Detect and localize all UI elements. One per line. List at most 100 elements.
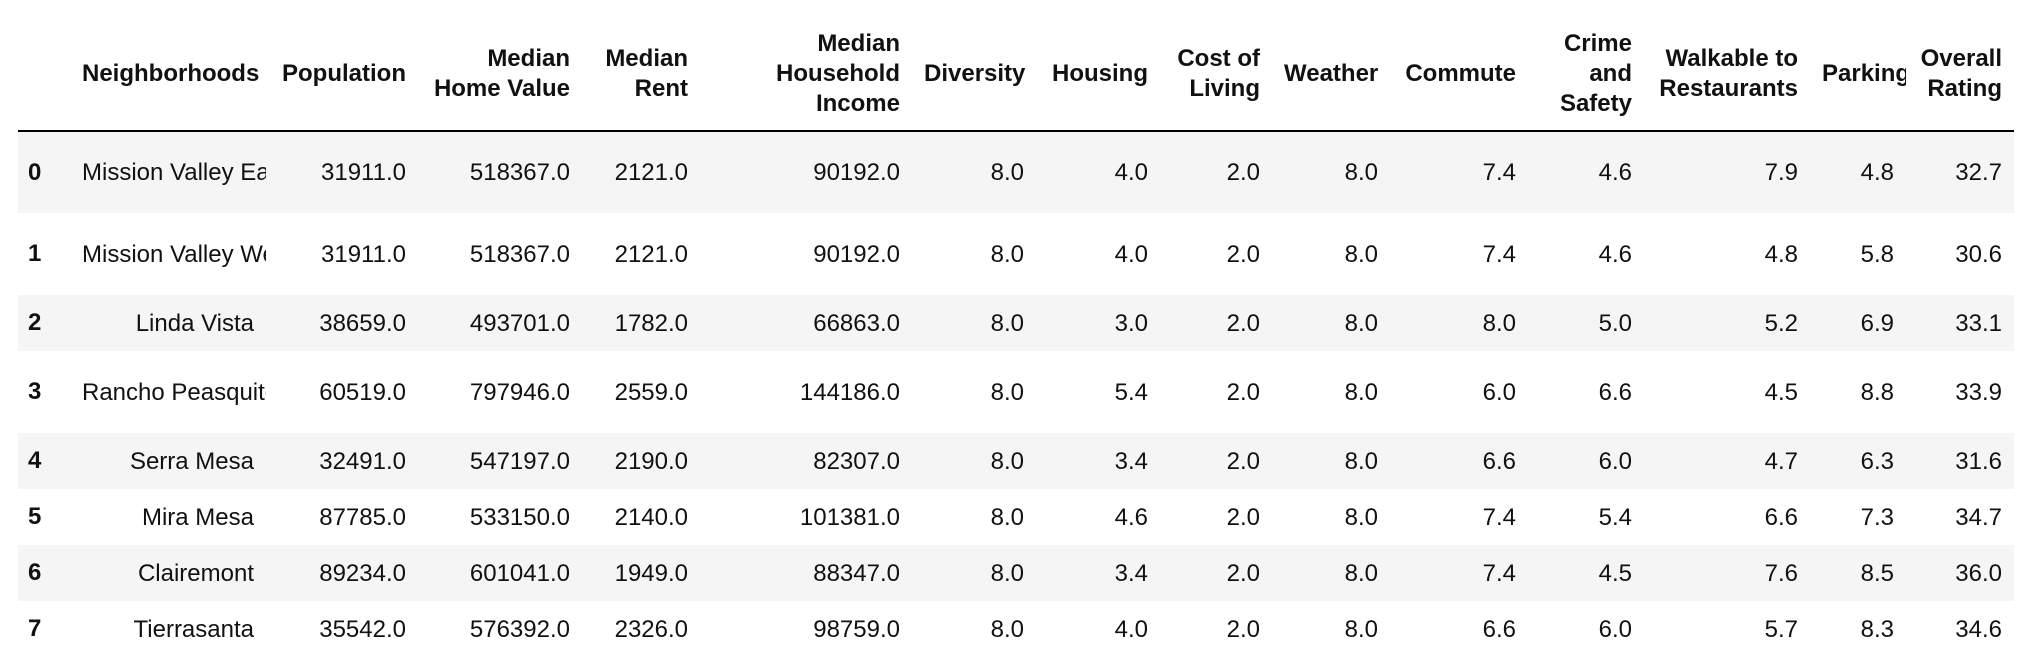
cell-cost-of-living: 2.0	[1226, 615, 1260, 643]
cell-neighborhood: Tierrasanta	[133, 615, 255, 643]
cell-overall-rating: 32.7	[1955, 159, 2002, 186]
cell-overall-rating: 34.7	[1955, 503, 2002, 531]
cell-median-home-value: 601041.0	[469, 559, 570, 587]
column-header-label: Population	[282, 60, 406, 87]
column-header-label: Weather	[1284, 60, 1379, 87]
cell-walkable-to-restaurants: 5.7	[1764, 615, 1798, 643]
cell-overall-rating: 33.9	[1955, 378, 2002, 406]
cell-neighborhood: Clairemont	[137, 559, 254, 587]
cell-walkable-to-restaurants: 7.9	[1764, 159, 1798, 186]
cell-crime-and-safety: 6.0	[1598, 615, 1632, 643]
table-row: 4 Serra Mesa 32491.0 547197.0 2190.0 82307.0 8…	[18, 433, 2014, 489]
cell-median-household-income: 101381.0	[799, 503, 900, 531]
cell-overall-rating: 31.6	[1955, 447, 2002, 475]
cell-median-household-income: 144186.0	[799, 378, 900, 406]
cell-housing: 5.4	[1114, 378, 1148, 406]
row-index: 7	[28, 615, 42, 642]
cell-parking: 8.5	[1860, 559, 1894, 587]
cell-cost-of-living: 2.0	[1226, 240, 1260, 268]
column-header: Neighborhoods	[70, 18, 266, 132]
cell-weather: 8.0	[1344, 447, 1378, 475]
index-column-header	[18, 18, 70, 132]
cell-weather: 8.0	[1344, 615, 1378, 643]
cell-cost-of-living: 2.0	[1226, 447, 1260, 475]
cell-median-household-income: 82307.0	[813, 447, 900, 475]
cell-neighborhood: Mira Mesa	[141, 503, 254, 531]
table-row: 6 Clairemont 89234.0 601041.0 1949.0 88347.0 8…	[18, 545, 2014, 601]
cell-diversity: 8.0	[990, 447, 1024, 475]
cell-parking: 6.3	[1860, 447, 1894, 475]
cell-weather: 8.0	[1344, 240, 1378, 268]
column-header: Parking	[1810, 18, 1906, 132]
column-header-label: Median Household Income	[776, 30, 900, 117]
cell-median-household-income: 90192.0	[813, 159, 900, 186]
dataframe-table: Neighborhoods Population Median Home Value…	[18, 18, 2014, 657]
cell-median-rent: 2121.0	[614, 240, 688, 268]
cell-median-household-income: 98759.0	[813, 615, 900, 643]
row-index: 4	[28, 447, 42, 474]
cell-median-home-value: 518367.0	[469, 159, 570, 186]
column-header-label: Median Rent	[605, 45, 688, 102]
cell-cost-of-living: 2.0	[1226, 378, 1260, 406]
cell-weather: 8.0	[1344, 503, 1378, 531]
cell-median-home-value: 576392.0	[469, 615, 570, 643]
cell-population: 31911.0	[321, 159, 406, 186]
cell-population: 31911.0	[321, 240, 406, 268]
row-index: 2	[28, 309, 42, 336]
cell-housing: 4.0	[1114, 615, 1148, 643]
row-index: 1	[28, 240, 42, 267]
cell-cost-of-living: 2.0	[1226, 159, 1260, 186]
cell-diversity: 8.0	[990, 615, 1024, 643]
table-row: 7 Tierrasanta 35542.0 576392.0 2326.0 98759.0…	[18, 601, 2014, 657]
cell-median-rent: 2121.0	[614, 159, 688, 186]
cell-diversity: 8.0	[990, 240, 1024, 268]
cell-population: 35542.0	[319, 615, 406, 643]
cell-parking: 6.9	[1860, 309, 1894, 337]
cell-median-rent: 1949.0	[614, 559, 688, 587]
cell-walkable-to-restaurants: 4.8	[1764, 240, 1798, 268]
cell-median-home-value: 493701.0	[469, 309, 570, 337]
row-index: 0	[28, 158, 42, 186]
cell-median-rent: 2559.0	[614, 378, 688, 406]
cell-median-rent: 2190.0	[614, 447, 688, 475]
cell-neighborhood: Linda Vista	[135, 309, 254, 337]
column-header: Population	[266, 18, 418, 132]
cell-commute: 6.6	[1482, 447, 1516, 475]
cell-parking: 7.3	[1860, 503, 1894, 531]
column-header: Median Household Income	[700, 18, 912, 132]
cell-median-household-income: 66863.0	[813, 309, 900, 337]
cell-commute: 6.0	[1482, 378, 1516, 406]
cell-median-home-value: 518367.0	[469, 240, 570, 268]
cell-population: 87785.0	[319, 503, 406, 531]
cell-parking: 4.8	[1860, 159, 1894, 186]
cell-population: 32491.0	[319, 447, 406, 475]
cell-commute: 7.4	[1482, 240, 1516, 268]
cell-crime-and-safety: 5.4	[1598, 503, 1632, 531]
column-header-label: Commute	[1405, 60, 1516, 87]
column-header-label: Parking	[1822, 60, 1906, 87]
cell-diversity: 8.0	[990, 378, 1024, 406]
cell-parking: 8.8	[1860, 378, 1894, 406]
column-header: Cost of Living	[1160, 18, 1272, 132]
cell-cost-of-living: 2.0	[1226, 559, 1260, 587]
cell-neighborhood: Mission Valley West	[82, 240, 266, 268]
cell-commute: 7.4	[1482, 159, 1516, 186]
cell-diversity: 8.0	[990, 159, 1024, 186]
row-index: 3	[28, 378, 42, 405]
column-header: Commute	[1390, 18, 1528, 132]
column-header-label: Walkable to Restaurants	[1659, 45, 1798, 102]
cell-median-rent: 2326.0	[614, 615, 688, 643]
cell-population: 89234.0	[319, 559, 406, 587]
cell-housing: 3.4	[1114, 447, 1148, 475]
cell-crime-and-safety: 4.6	[1598, 159, 1632, 186]
column-header: Median Home Value	[418, 18, 582, 132]
header-row: Neighborhoods Population Median Home Value…	[18, 18, 2014, 132]
column-header-label: Crime and Safety	[1559, 30, 1632, 117]
cell-housing: 3.0	[1114, 309, 1148, 337]
cell-housing: 4.0	[1114, 240, 1148, 268]
cell-median-household-income: 90192.0	[813, 240, 900, 268]
dataframe-output: Neighborhoods Population Median Home Value…	[18, 18, 2014, 657]
cell-weather: 8.0	[1344, 159, 1378, 186]
table-body: 0 Mission Valley East 31911.0 518367.0 2121.…	[18, 131, 2014, 657]
cell-walkable-to-restaurants: 5.2	[1764, 309, 1798, 337]
